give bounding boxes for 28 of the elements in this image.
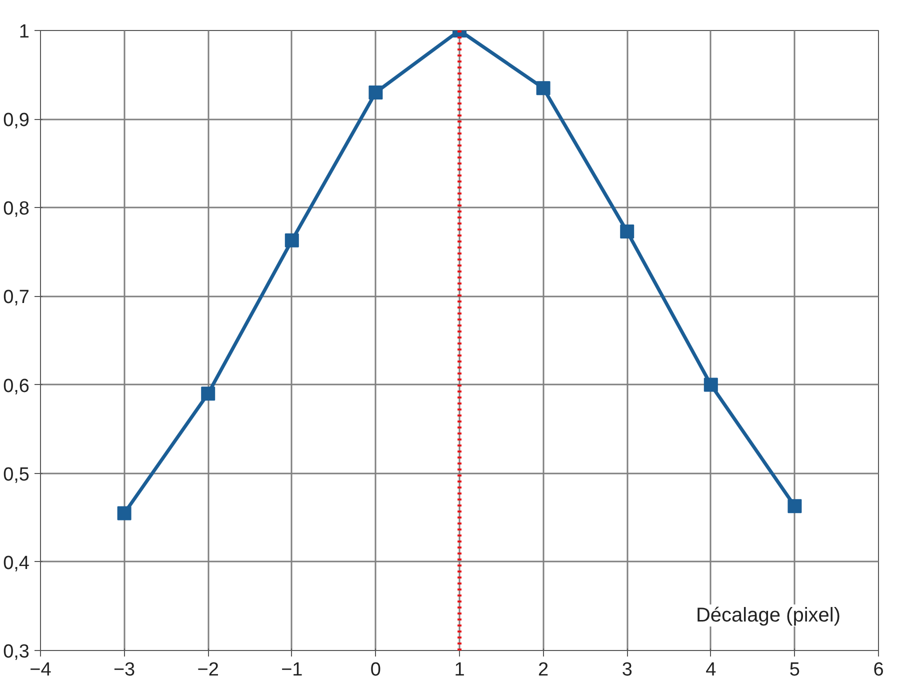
y-tick-label: 0,9 <box>3 110 30 132</box>
point <box>788 499 802 514</box>
point <box>117 506 132 520</box>
point <box>620 224 634 239</box>
point <box>536 81 550 96</box>
x-tick-label: −2 <box>197 660 219 678</box>
x-tick-label: 4 <box>706 660 717 678</box>
y-tick-label: 0,3 <box>3 642 30 662</box>
y-tick-label: 0,4 <box>3 552 30 574</box>
y-tick-label: 1 <box>18 22 30 42</box>
point <box>284 233 299 248</box>
point <box>704 378 718 392</box>
x-tick-label: 3 <box>622 660 632 678</box>
x-tick-label: −1 <box>281 660 303 678</box>
x-tick-label: 2 <box>538 660 549 678</box>
x-tick-label: 1 <box>454 660 465 678</box>
x-tick-label: 6 <box>873 660 884 678</box>
point <box>368 86 383 100</box>
x-tick-label: 0 <box>370 660 381 678</box>
y-tick-label: 0,8 <box>3 198 30 220</box>
y-tick-label: 0,6 <box>3 376 30 397</box>
x-tick-label: 5 <box>789 660 800 678</box>
y-tick-label: 0,5 <box>3 464 30 486</box>
x-tick-label: −3 <box>113 660 136 678</box>
x-tick-label: −4 <box>30 660 52 678</box>
point <box>201 386 216 401</box>
y-tick-label: 0,7 <box>3 287 30 308</box>
x-axis-title: Décalage (pixel) <box>696 604 841 626</box>
